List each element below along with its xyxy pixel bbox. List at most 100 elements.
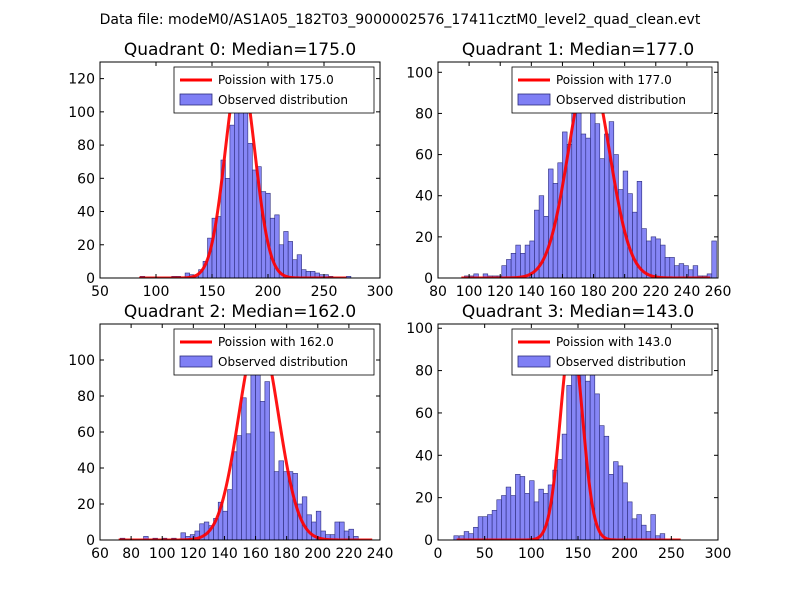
legend: Poission with 177.0 Observed distribution: [511, 66, 713, 114]
histogram-bar: [273, 471, 280, 540]
histogram-bar: [566, 385, 572, 540]
histogram-bar: [306, 514, 312, 540]
x-tick-label: 240: [367, 546, 394, 562]
histogram-bar: [711, 240, 717, 278]
histogram-bar: [143, 536, 149, 540]
x-tick-label: 250: [311, 284, 338, 300]
histogram-bar: [247, 143, 253, 278]
y-tick-label: 100: [68, 353, 95, 369]
chart-title: Quadrant 2: Median=162.0: [124, 302, 356, 322]
y-tick-label: 80: [415, 364, 433, 380]
x-tick-label: 50: [91, 284, 109, 300]
x-tick-label: 180: [580, 284, 607, 300]
histogram-bar: [627, 501, 633, 540]
histogram-bar: [252, 169, 258, 278]
x-tick-label: 160: [549, 284, 576, 300]
histogram-bar: [576, 86, 582, 278]
figure-title: Data file: modeM0/AS1A05_182T03_90000025…: [100, 12, 701, 28]
histogram-bar: [245, 433, 252, 540]
x-tick-label: 200: [611, 284, 638, 300]
histogram-bar: [250, 366, 256, 540]
x-tick-label: 150: [199, 284, 226, 300]
x-tick-label: 200: [304, 546, 331, 562]
legend-label-observed: Observed distribution: [218, 355, 348, 369]
histogram-bar: [524, 493, 530, 540]
axes-frame: [99, 61, 381, 279]
chart-title: Quadrant 3: Median=143.0: [462, 302, 694, 322]
y-tick-label: 40: [77, 205, 95, 221]
y-tick-label: 100: [68, 105, 95, 121]
histogram-bar: [510, 253, 517, 278]
histogram-bar: [236, 435, 242, 540]
histogram-bar: [655, 238, 661, 278]
histogram-bar: [510, 495, 516, 540]
histogram-bar: [477, 516, 484, 540]
histogram-bar: [227, 489, 233, 540]
y-tick-label: 0: [424, 533, 433, 549]
legend-label-observed: Observed distribution: [556, 93, 686, 107]
x-tick-label: 140: [211, 546, 238, 562]
quadrant-3-chart: 0 50 100 150 200 250 300 0 20 40 60 80 100 Quadrant 3…: [406, 302, 731, 562]
histogram-bar: [278, 460, 284, 540]
histogram-bar: [231, 451, 238, 540]
histogram-bar: [315, 510, 322, 540]
legend-label-poisson: Poission with 162.0: [218, 335, 334, 349]
histogram-bar: [229, 124, 235, 278]
legend: Poission with 143.0 Observed distribution: [511, 328, 713, 376]
legend: Poission with 162.0 Observed distribution: [173, 328, 375, 376]
histogram-bar: [506, 259, 512, 278]
x-tick-label: 120: [487, 284, 514, 300]
y-tick-label: 120: [68, 72, 95, 88]
legend-bar-swatch: [179, 355, 213, 368]
x-tick-label: 250: [658, 546, 685, 562]
histogram-bar: [515, 474, 521, 540]
y-tick-label: 100: [406, 321, 433, 337]
histogram-bar: [243, 101, 249, 278]
histogram-bar: [222, 510, 228, 540]
histogram-bar: [519, 476, 526, 540]
quadrant-0-chart: 50 100 150 200 250 300 0 20 40 60 80 100 120 Quadrant…: [68, 40, 393, 300]
quadrant-2-chart: 60 80 100 120 140 160 180 200 220 240020406080100…: [68, 302, 393, 562]
histogram-bar: [353, 536, 359, 540]
histogram-bar: [692, 265, 699, 278]
x-tick-label: 300: [705, 546, 732, 562]
histogram-bar: [501, 495, 507, 540]
legend-label-poisson: Poission with 177.0: [556, 73, 672, 87]
legend-bar-swatch: [179, 93, 213, 106]
legend-bar-swatch: [517, 93, 551, 106]
histogram-bar: [650, 236, 657, 278]
histogram-bar: [674, 265, 680, 278]
histogram-bar: [613, 461, 619, 540]
histogram-bar: [348, 528, 354, 540]
histogram-bar: [238, 106, 244, 278]
x-tick-label: 180: [273, 546, 300, 562]
x-tick-label: 300: [367, 284, 394, 300]
x-tick-label: 200: [611, 546, 638, 562]
histogram-bar: [561, 433, 568, 540]
histogram-bar: [473, 526, 479, 540]
x-tick-label: 80: [429, 284, 447, 300]
x-tick-label: 160: [242, 546, 269, 562]
histogram-bar: [599, 158, 605, 278]
histogram-bar: [505, 486, 512, 540]
legend-label-observed: Observed distribution: [556, 355, 686, 369]
y-tick-label: 60: [415, 406, 433, 422]
histogram-bar: [491, 510, 498, 540]
histogram-bar: [590, 109, 596, 278]
y-tick-label: 40: [415, 189, 433, 205]
histogram-bar: [533, 501, 540, 540]
y-tick-label: 60: [415, 148, 433, 164]
histogram-bar: [683, 265, 689, 278]
histogram-bar: [557, 162, 563, 278]
histogram-bar: [292, 259, 298, 278]
histogram-bar: [594, 123, 601, 278]
chart-title: Quadrant 1: Median=177.0: [462, 40, 694, 60]
histogram-bar: [301, 496, 308, 540]
x-tick-label: 50: [476, 546, 494, 562]
y-tick-label: 80: [415, 106, 433, 122]
histogram-bar: [627, 193, 633, 278]
histogram-bar: [296, 254, 302, 278]
histogram-bar: [283, 471, 289, 540]
histogram-bar: [524, 244, 531, 278]
